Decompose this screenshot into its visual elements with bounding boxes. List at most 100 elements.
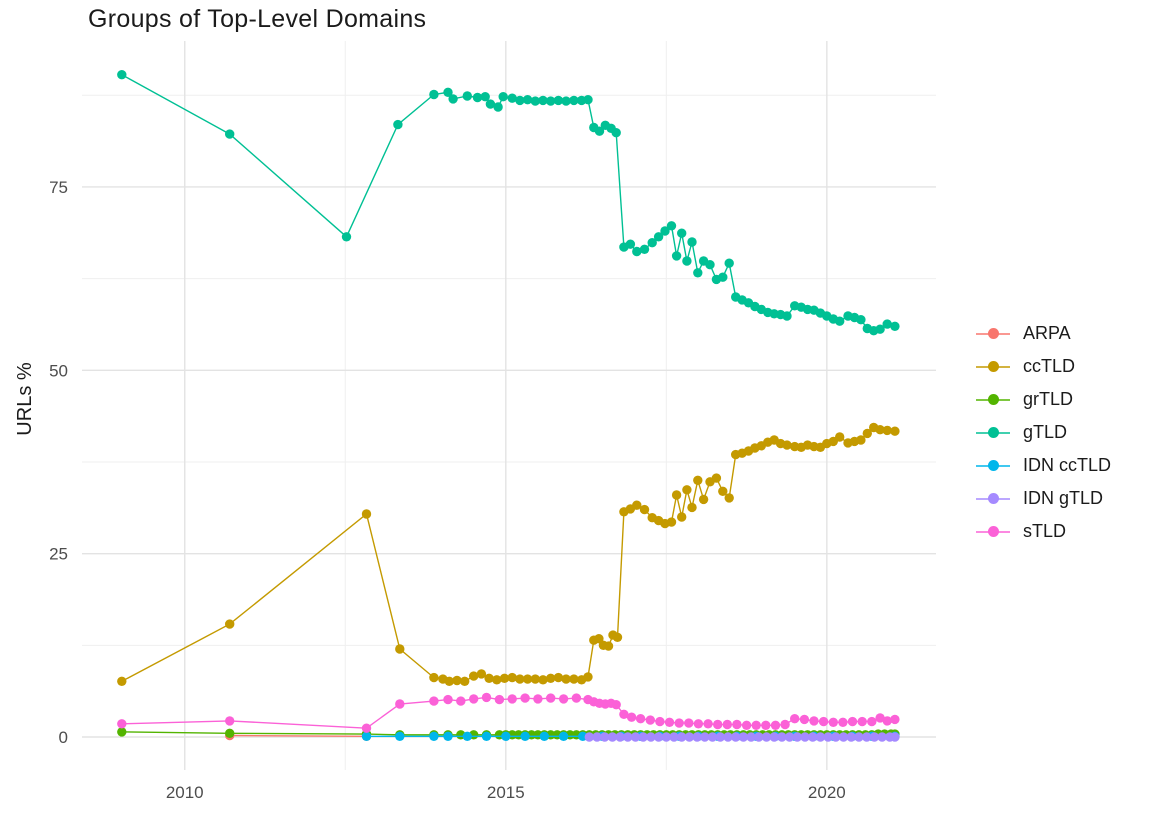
series-line-arpa: [229, 734, 367, 737]
data-point-idn-gtld: [831, 732, 841, 742]
data-point-cctld: [671, 490, 682, 500]
legend-key-idn-cctld: [976, 449, 1010, 482]
series-points-idn-gtld: [584, 732, 900, 742]
data-point-idn-gtld: [761, 732, 772, 742]
data-point-cctld: [718, 486, 728, 496]
data-point-gtld: [485, 99, 496, 109]
data-point-grtld: [117, 727, 127, 737]
data-point-idn-gtld: [592, 732, 602, 742]
legend-key-gtld: [976, 416, 1010, 449]
data-point-idn-gtld: [784, 732, 795, 742]
data-point-stld: [395, 699, 405, 709]
data-point-cctld: [603, 641, 614, 651]
legend-item-grtld: grTLD: [976, 383, 1111, 416]
data-point-gtld: [682, 256, 692, 266]
data-point-gtld: [393, 119, 403, 130]
data-point-gtld: [625, 239, 636, 249]
data-point-stld: [732, 719, 742, 730]
data-point-cctld: [225, 619, 235, 629]
data-point-grtld: [225, 728, 235, 738]
data-point-idn-gtld: [692, 732, 702, 742]
data-point-idn-gtld: [792, 732, 802, 742]
data-point-gtld: [530, 96, 540, 106]
legend-key-stld: [976, 515, 1010, 548]
data-point-cctld: [476, 669, 487, 679]
data-point-gtld: [569, 95, 579, 106]
data-point-gtld: [341, 232, 352, 242]
data-point-stld: [558, 694, 569, 704]
data-point-cctld: [782, 440, 792, 450]
data-point-stld: [494, 694, 505, 705]
data-point-cctld: [117, 676, 127, 686]
legend-key-idn-gtld: [976, 482, 1010, 515]
y-tick-label-0: 0: [59, 728, 68, 747]
data-point-idn-gtld: [800, 732, 810, 742]
data-point-gtld: [647, 238, 657, 248]
data-point-cctld: [612, 632, 623, 642]
data-point-cctld: [666, 517, 677, 527]
data-point-gtld: [653, 232, 664, 242]
data-point-gtld: [480, 92, 490, 102]
legend-item-idn-gtld: IDN gTLD: [976, 482, 1111, 515]
data-point-cctld: [444, 676, 454, 686]
data-point-idn-gtld: [707, 732, 718, 742]
data-point-idn-gtld: [723, 732, 733, 742]
y-tick-label-50: 50: [49, 361, 68, 380]
data-point-gtld: [429, 89, 439, 100]
data-point-gtld: [890, 321, 900, 331]
data-point-stld: [867, 716, 877, 727]
data-point-cctld: [698, 494, 709, 505]
legend-key-dot-arpa: [987, 328, 999, 339]
data-point-cctld: [361, 509, 372, 519]
series-line-cctld: [121, 426, 895, 683]
data-point-stld: [664, 717, 675, 727]
data-point-idn-gtld: [700, 732, 710, 742]
data-point-idn-gtld: [838, 732, 849, 742]
data-point-cctld: [724, 493, 734, 503]
data-point-stld: [645, 715, 655, 725]
data-point-gtld: [705, 260, 715, 270]
data-point-gtld: [522, 95, 533, 105]
data-point-idn-gtld: [715, 732, 725, 742]
x-tick-label-2020: 2020: [808, 783, 846, 802]
data-point-cctld: [882, 425, 892, 436]
data-point-cctld: [890, 426, 900, 436]
data-point-gtld: [538, 95, 548, 106]
data-point-stld: [571, 693, 582, 703]
data-point-cctld: [569, 674, 579, 684]
data-point-gtld: [561, 96, 571, 106]
data-point-stld: [674, 718, 684, 728]
data-point-cctld: [538, 675, 548, 685]
data-point-idn-gtld: [808, 732, 818, 742]
data-point-cctld: [862, 428, 872, 439]
legend-item-stld: sTLD: [976, 515, 1111, 548]
data-point-idn-cctld: [429, 731, 439, 741]
data-point-idn-gtld: [854, 732, 864, 742]
legend-key-cctld: [976, 350, 1010, 383]
data-point-gtld: [693, 268, 703, 278]
data-point-idn-cctld: [361, 731, 372, 741]
data-point-idn-gtld: [754, 732, 764, 742]
data-point-idn-gtld: [653, 732, 664, 742]
data-point-gtld: [856, 315, 866, 325]
data-point-cctld: [561, 674, 571, 684]
data-point-cctld: [856, 435, 866, 445]
data-point-idn-gtld: [607, 732, 618, 742]
data-point-idn-gtld: [638, 732, 648, 742]
data-point-gtld: [611, 128, 621, 138]
data-point-cctld: [499, 673, 510, 683]
data-point-stld: [857, 716, 867, 727]
data-point-cctld: [452, 675, 462, 686]
data-point-idn-gtld: [862, 732, 872, 742]
data-point-stld: [780, 719, 790, 730]
data-point-stld: [838, 717, 848, 727]
data-point-idn-gtld: [815, 732, 826, 742]
data-point-stld: [655, 716, 665, 727]
data-point-idn-gtld: [823, 732, 833, 742]
data-point-cctld: [835, 432, 845, 442]
data-point-cctld: [639, 504, 650, 515]
legend-key-dot-gtld: [987, 427, 999, 438]
data-point-idn-cctld: [395, 731, 405, 741]
data-point-stld: [741, 720, 752, 730]
